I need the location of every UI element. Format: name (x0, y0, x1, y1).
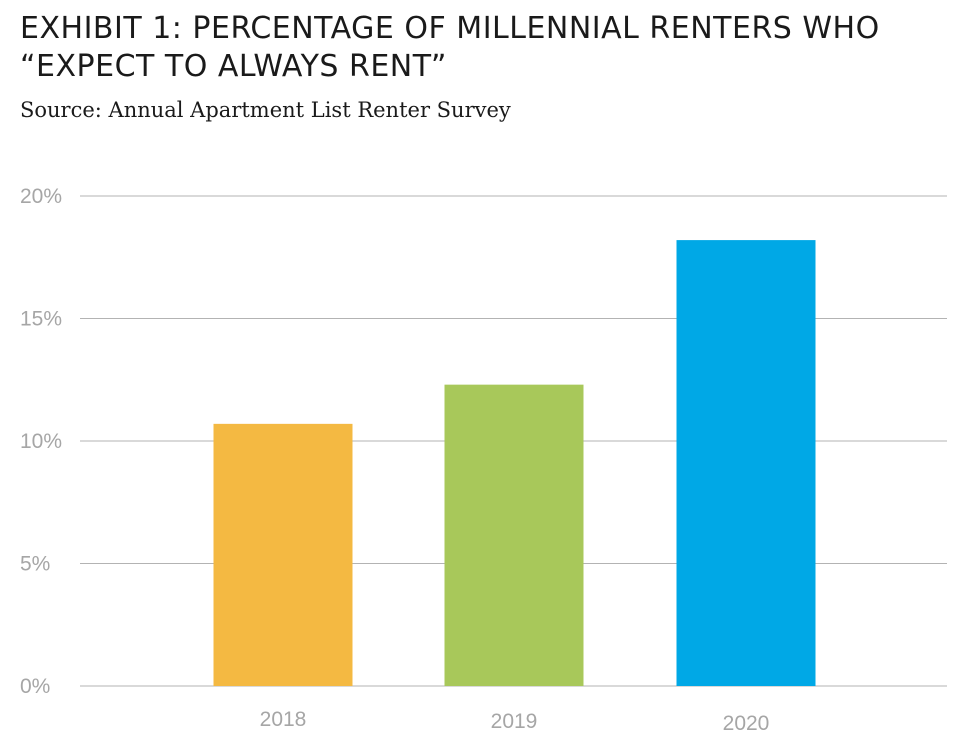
bars (213, 240, 816, 686)
chart-subtitle: Source: Annual Apartment List Renter Sur… (20, 98, 511, 122)
x-tick-label: 2020 (723, 712, 770, 735)
bar-2019 (444, 384, 584, 686)
y-tick-label: 15% (20, 308, 62, 331)
y-tick-label: 20% (20, 185, 62, 208)
x-tick-label: 2018 (260, 708, 307, 731)
y-tick-label: 10% (20, 430, 62, 453)
y-tick-label: 0% (20, 675, 50, 698)
y-axis-ticks: 0% 5% 10% 15% 20% (20, 185, 62, 698)
bar-2018 (213, 423, 353, 686)
bar-2020 (676, 240, 816, 686)
x-tick-label: 2019 (491, 710, 538, 733)
x-axis-ticks: 2018 2019 2020 (260, 708, 770, 735)
chart-title: EXHIBIT 1: PERCENTAGE OF MILLENNIAL RENT… (20, 11, 880, 84)
y-tick-label: 5% (20, 553, 50, 576)
